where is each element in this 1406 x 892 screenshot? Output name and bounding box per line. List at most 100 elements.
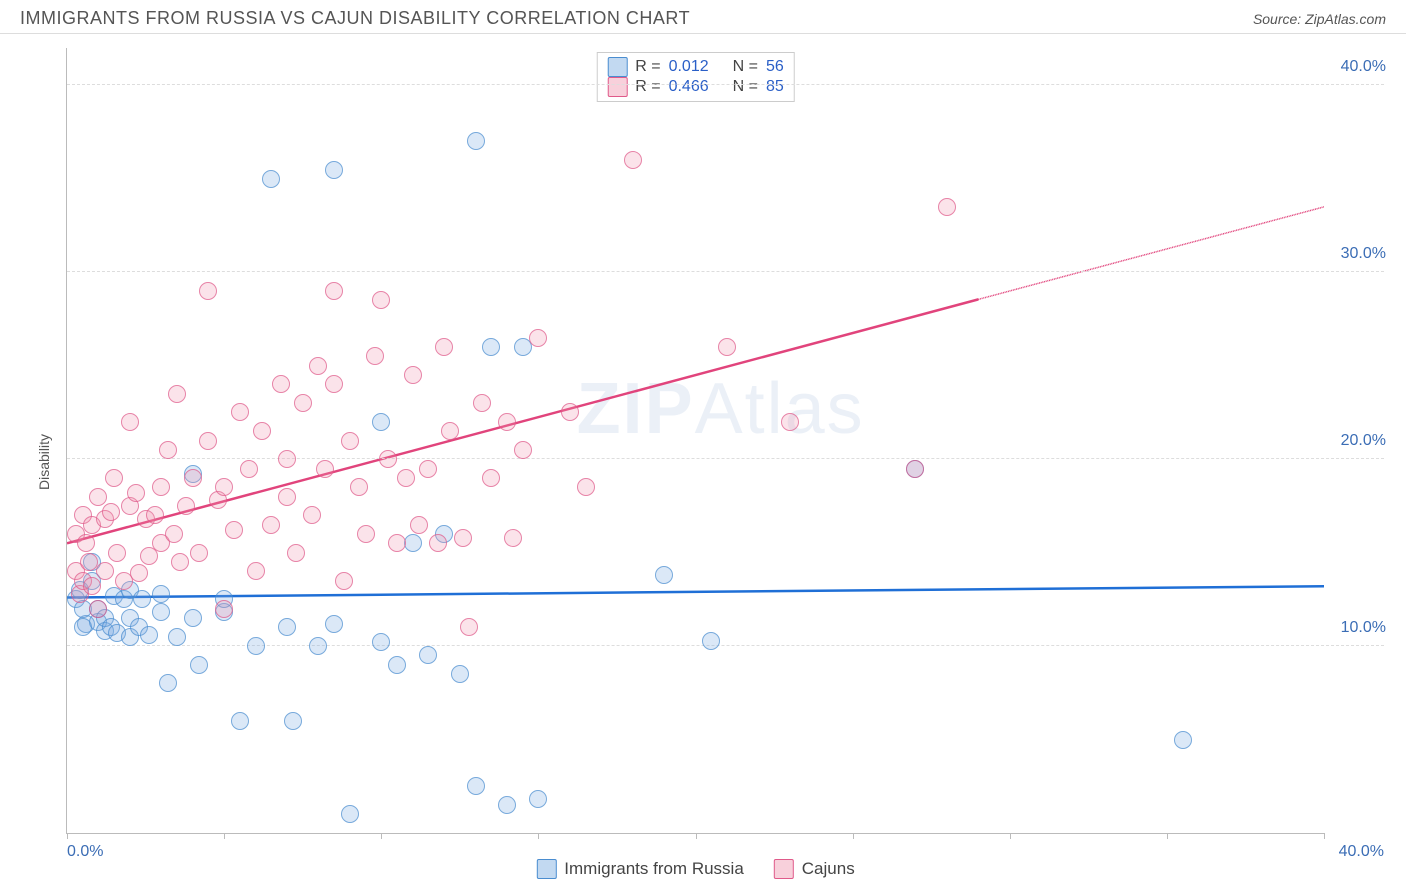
scatter-point: [287, 544, 305, 562]
scatter-point: [341, 805, 359, 823]
scatter-point: [294, 394, 312, 412]
scatter-point: [655, 566, 673, 584]
scatter-point: [325, 282, 343, 300]
scatter-point: [105, 469, 123, 487]
scatter-point: [231, 712, 249, 730]
x-tick: [381, 833, 382, 839]
scatter-point: [372, 413, 390, 431]
scatter-point: [247, 637, 265, 655]
x-tick: [224, 833, 225, 839]
trend-lines: [67, 48, 1324, 833]
swatch-icon: [536, 859, 556, 879]
scatter-point: [529, 329, 547, 347]
scatter-point: [159, 441, 177, 459]
legend-label: Cajuns: [802, 859, 855, 879]
scatter-point: [482, 338, 500, 356]
source-label: Source:: [1253, 11, 1305, 27]
scatter-point: [388, 534, 406, 552]
scatter-point: [199, 432, 217, 450]
scatter-point: [159, 674, 177, 692]
scatter-point: [454, 529, 472, 547]
y-tick-label: 30.0%: [1341, 245, 1386, 263]
y-tick-label: 10.0%: [1341, 619, 1386, 637]
scatter-point: [184, 469, 202, 487]
scatter-point: [168, 385, 186, 403]
scatter-point: [482, 469, 500, 487]
scatter-point: [184, 609, 202, 627]
watermark-bold: ZIP: [577, 369, 695, 449]
scatter-point: [225, 521, 243, 539]
chart-area: Disability ZIPAtlas R = 0.012 N = 56 R =…: [20, 42, 1394, 882]
scatter-point: [199, 282, 217, 300]
scatter-point: [529, 790, 547, 808]
scatter-point: [316, 460, 334, 478]
scatter-point: [561, 403, 579, 421]
swatch-icon: [607, 77, 627, 97]
scatter-point: [102, 503, 120, 521]
gridline: [67, 458, 1384, 459]
stats-legend: R = 0.012 N = 56 R = 0.466 N = 85: [596, 52, 795, 102]
scatter-plot: ZIPAtlas R = 0.012 N = 56 R = 0.466 N = …: [66, 48, 1324, 834]
scatter-point: [272, 375, 290, 393]
scatter-point: [441, 422, 459, 440]
scatter-point: [303, 506, 321, 524]
scatter-point: [127, 484, 145, 502]
scatter-point: [89, 488, 107, 506]
chart-header: IMMIGRANTS FROM RUSSIA VS CAJUN DISABILI…: [0, 0, 1406, 34]
scatter-point: [231, 403, 249, 421]
scatter-point: [89, 600, 107, 618]
scatter-point: [108, 544, 126, 562]
scatter-point: [410, 516, 428, 534]
scatter-point: [397, 469, 415, 487]
scatter-point: [171, 553, 189, 571]
scatter-point: [240, 460, 258, 478]
n-value: 85: [766, 78, 784, 96]
scatter-point: [366, 347, 384, 365]
scatter-point: [404, 534, 422, 552]
scatter-point: [177, 497, 195, 515]
scatter-point: [419, 460, 437, 478]
scatter-point: [335, 572, 353, 590]
scatter-point: [379, 450, 397, 468]
scatter-point: [133, 590, 151, 608]
scatter-point: [325, 375, 343, 393]
x-tick: [1010, 833, 1011, 839]
scatter-point: [906, 460, 924, 478]
x-tick: [696, 833, 697, 839]
x-tick: [1167, 833, 1168, 839]
scatter-point: [284, 712, 302, 730]
legend-item-pink: Cajuns: [774, 859, 855, 879]
y-tick-label: 40.0%: [1341, 58, 1386, 76]
scatter-point: [435, 338, 453, 356]
scatter-point: [190, 656, 208, 674]
stats-row-blue: R = 0.012 N = 56: [607, 57, 784, 77]
scatter-point: [309, 357, 327, 375]
scatter-point: [83, 577, 101, 595]
n-value: 56: [766, 58, 784, 76]
r-value: 0.466: [669, 78, 709, 96]
scatter-point: [702, 632, 720, 650]
scatter-point: [278, 488, 296, 506]
scatter-point: [388, 656, 406, 674]
scatter-point: [624, 151, 642, 169]
scatter-point: [938, 198, 956, 216]
scatter-point: [467, 777, 485, 795]
scatter-point: [460, 618, 478, 636]
swatch-icon: [607, 57, 627, 77]
x-tick-label: 40.0%: [1339, 843, 1384, 861]
scatter-point: [190, 544, 208, 562]
y-tick-label: 20.0%: [1341, 432, 1386, 450]
scatter-point: [350, 478, 368, 496]
r-value: 0.012: [669, 58, 709, 76]
chart-source: Source: ZipAtlas.com: [1253, 11, 1386, 27]
chart-title: IMMIGRANTS FROM RUSSIA VS CAJUN DISABILI…: [20, 8, 690, 29]
legend-label: Immigrants from Russia: [564, 859, 743, 879]
scatter-point: [498, 796, 516, 814]
legend-item-blue: Immigrants from Russia: [536, 859, 743, 879]
trend-line: [67, 586, 1324, 597]
stats-row-pink: R = 0.466 N = 85: [607, 77, 784, 97]
scatter-point: [278, 618, 296, 636]
watermark: ZIPAtlas: [577, 368, 865, 450]
scatter-point: [152, 585, 170, 603]
scatter-point: [372, 291, 390, 309]
